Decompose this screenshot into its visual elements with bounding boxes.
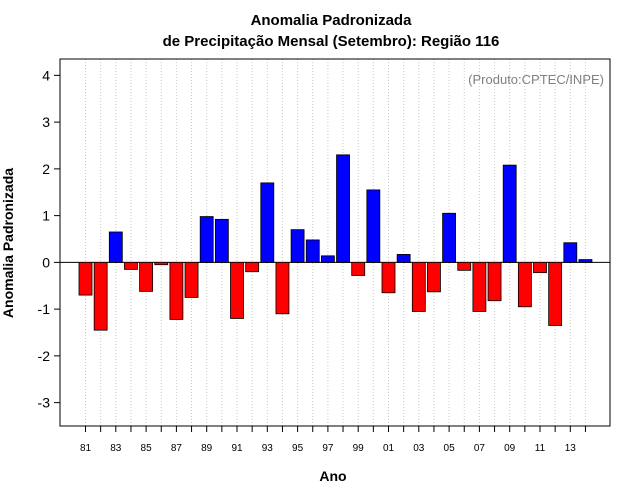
- x-tick-label: 05: [444, 443, 456, 454]
- x-tick-label: 11: [535, 443, 546, 454]
- y-tick-label: -3: [38, 395, 51, 411]
- y-tick-label: 3: [42, 114, 50, 130]
- x-tick-label: 91: [231, 443, 243, 454]
- bar-04: [427, 261, 441, 293]
- bar-98: [336, 154, 350, 263]
- bar-99: [351, 261, 366, 276]
- bar-89: [199, 216, 214, 263]
- bar-81: [78, 261, 93, 296]
- bar-06: [457, 261, 472, 271]
- y-tick-label: 2: [42, 161, 50, 177]
- bar-88: [184, 261, 199, 298]
- y-tick-label: 4: [42, 67, 50, 83]
- plot-frame: [59, 58, 611, 427]
- bar-09: [502, 164, 517, 263]
- bar-08: [487, 261, 502, 302]
- bar-91: [230, 261, 244, 319]
- x-axis-label: Ano: [319, 468, 346, 484]
- x-tick-label: 89: [201, 443, 213, 454]
- bar-95: [290, 229, 305, 263]
- y-tick-label: -2: [38, 348, 51, 364]
- y-tick-label: 0: [42, 254, 50, 270]
- bar-02: [396, 254, 411, 263]
- bar-82: [93, 261, 108, 331]
- bar-96: [305, 239, 320, 263]
- x-tick-label: 13: [565, 443, 577, 454]
- bar-85: [139, 261, 154, 292]
- bar-11: [533, 261, 547, 274]
- x-tick-label: 83: [110, 443, 122, 454]
- credit-text: (Produto:CPTEC/INPE): [468, 72, 604, 87]
- bar-90: [214, 218, 229, 263]
- bar-00: [366, 189, 381, 263]
- y-tick-label: -1: [38, 301, 51, 317]
- bar-83: [108, 231, 123, 263]
- bar-94: [275, 261, 290, 315]
- x-tick-label: 09: [504, 443, 516, 454]
- x-axis: 81 83 85 87 89 91 93 95 97 99 01 03 05 07 09 11 13: [80, 426, 586, 454]
- x-tick-label: 81: [80, 443, 92, 454]
- bars: [78, 154, 593, 331]
- x-tick-label: 03: [413, 443, 425, 454]
- chart-title: Anomalia Padronizada: [251, 12, 413, 29]
- x-tick-label: 97: [322, 443, 334, 454]
- y-axis-label: Anomalia Padronizada: [0, 168, 16, 318]
- bar-97: [320, 255, 335, 263]
- x-tick-label: 07: [474, 443, 486, 454]
- bar-05: [442, 212, 457, 263]
- bar-10: [517, 261, 532, 308]
- x-tick-label: 93: [262, 443, 274, 454]
- bar-03: [411, 261, 426, 312]
- bar-93: [260, 182, 275, 263]
- bar-12: [548, 261, 563, 326]
- bar-92: [245, 261, 260, 273]
- bar-86: [154, 261, 169, 266]
- bar-14: [578, 259, 593, 263]
- bar-07: [472, 261, 487, 312]
- bar-01: [381, 261, 396, 294]
- bar-13: [563, 242, 578, 263]
- x-tick-label: 01: [383, 443, 395, 454]
- chart-subtitle: de Precipitação Mensal (Setembro): Regiã…: [163, 33, 500, 50]
- x-tick-label: 85: [141, 443, 153, 454]
- bar-87: [169, 261, 184, 320]
- x-tick-label: 87: [171, 443, 183, 454]
- bar-84: [124, 261, 138, 270]
- y-tick-label: 1: [42, 208, 50, 224]
- y-axis: 4 3 2 1 0 -1 -2 -3: [38, 67, 60, 411]
- x-tick-label: 95: [292, 443, 304, 454]
- x-tick-label: 99: [353, 443, 365, 454]
